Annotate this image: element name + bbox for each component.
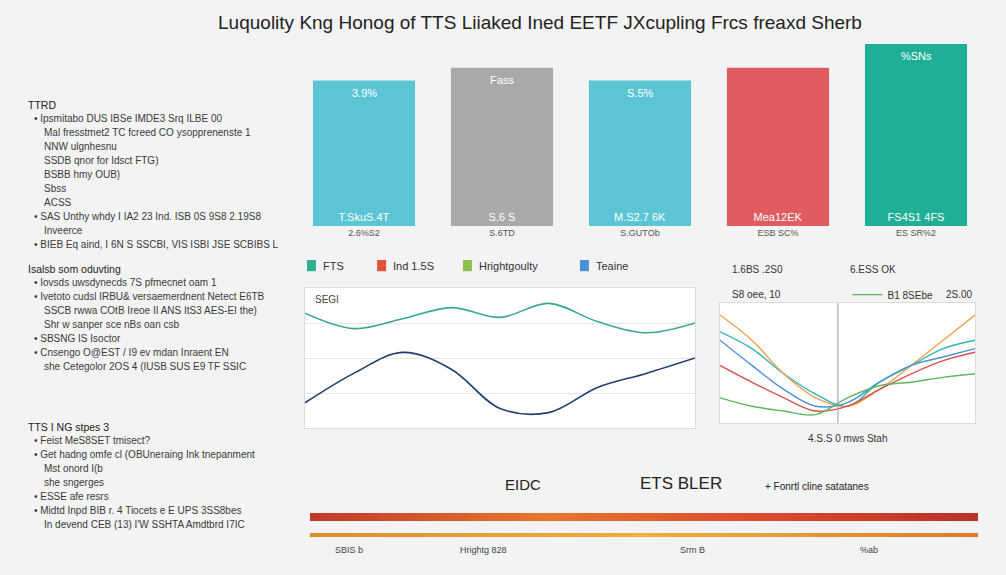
svg-text:ESB SC%: ESB SC% bbox=[757, 228, 798, 238]
svg-text:%SNs: %SNs bbox=[901, 50, 932, 62]
svg-text:Ind 1.5S: Ind 1.5S bbox=[393, 260, 434, 272]
html-text:ETS BLER: ETS BLER bbox=[640, 474, 723, 493]
svg-text:S.6 S: S.6 S bbox=[489, 211, 516, 223]
svg-text:FTS: FTS bbox=[323, 260, 344, 272]
html-text:NNW ulgnhesnu: NNW ulgnhesnu bbox=[44, 141, 117, 152]
svg-text:S8 oee, 10: S8 oee, 10 bbox=[732, 289, 781, 300]
html-text:she sngerges: she sngerges bbox=[44, 477, 104, 488]
html-text:ACSS: ACSS bbox=[44, 197, 72, 208]
svg-text:S.5%: S.5% bbox=[627, 87, 654, 99]
svg-text:Fass: Fass bbox=[490, 74, 514, 86]
html-text:• SBSNG IS Isoctor: • SBSNG IS Isoctor bbox=[34, 333, 121, 344]
html-text:TTS I NG stpes 3: TTS I NG stpes 3 bbox=[28, 421, 110, 433]
html-text:• Ivetoto cudsl IRBU& versaeme: • Ivetoto cudsl IRBU& versaemerdnent Net… bbox=[34, 291, 265, 302]
html-text:Inveerce: Inveerce bbox=[44, 225, 83, 236]
html-text:Isalsb som oduvting: Isalsb som oduvting bbox=[28, 263, 121, 275]
svg-text:Hrightgoulty: Hrightgoulty bbox=[479, 260, 538, 272]
svg-text:ES SR%2: ES SR%2 bbox=[896, 228, 936, 238]
svg-text:B1 8SEbe: B1 8SEbe bbox=[888, 290, 933, 301]
html-text:• Get hadng omfe cl (OBUnerain: • Get hadng omfe cl (OBUneraing Ink tnep… bbox=[34, 449, 255, 460]
html-text:Mal fresstmet2 TC fcreed CO ys: Mal fresstmet2 TC fcreed CO ysopprenenst… bbox=[44, 127, 251, 138]
svg-text:SEGI: SEGI bbox=[315, 294, 339, 305]
html-text:Sbss: Sbss bbox=[44, 183, 67, 194]
html-text:Luquolity Kng Honog of TTS Lii: Luquolity Kng Honog of TTS Liiaked Ined … bbox=[218, 12, 862, 33]
html-text:In devend CEB (13) I'W SSHTA A: In devend CEB (13) I'W SSHTA Amdtbrd I7I… bbox=[44, 519, 245, 530]
html-text:Hrightg 828: Hrightg 828 bbox=[460, 545, 507, 555]
html-text:SSDB qnor for Idsct FTG): SSDB qnor for Idsct FTG) bbox=[44, 155, 159, 166]
html-text:• Midtd Inpd BIB r. 4 Tiocets: • Midtd Inpd BIB r. 4 Tiocets e E UPS 3S… bbox=[34, 505, 242, 516]
html-text:Srm B: Srm B bbox=[680, 545, 705, 555]
html-text:• Iovsds uwsdynecds 7S pfmecne: • Iovsds uwsdynecds 7S pfmecnet oam 1 bbox=[34, 277, 217, 288]
html-text:Mst onord I(b: Mst onord I(b bbox=[44, 463, 103, 474]
html-text:SBIS b: SBIS b bbox=[335, 545, 363, 555]
html-text:EIDC: EIDC bbox=[505, 476, 541, 493]
html-text:• ESSE afe resrs: • ESSE afe resrs bbox=[34, 491, 109, 502]
html-text:TTRD: TTRD bbox=[28, 99, 56, 111]
svg-text:FS4S1 4FS: FS4S1 4FS bbox=[888, 211, 945, 223]
html-text:SSCB rwwa COtB Ireoe II ANS It: SSCB rwwa COtB Ireoe II ANS ItS3 AES-EI … bbox=[44, 305, 257, 316]
svg-text:S.6TD: S.6TD bbox=[489, 228, 515, 238]
svg-text:T.SkuS.4T: T.SkuS.4T bbox=[338, 211, 389, 223]
svg-text:4.S.S 0 mws Stah: 4.S.S 0 mws Stah bbox=[808, 433, 887, 444]
svg-text:Mea12EK: Mea12EK bbox=[754, 211, 803, 223]
html-text:• Feist MeS8SET tmisect?: • Feist MeS8SET tmisect? bbox=[34, 435, 151, 446]
html-text:she Cetegolor 2OS 4 (IUSB SUS: she Cetegolor 2OS 4 (IUSB SUS E9 TF SSIC bbox=[44, 361, 247, 372]
svg-text:S.GUTOb: S.GUTOb bbox=[620, 228, 659, 238]
html-text:• Cnsengo O@EST / I9 ev mdan I: • Cnsengo O@EST / I9 ev mdan Inraent EN bbox=[34, 347, 229, 358]
html-text:%ab: %ab bbox=[860, 545, 878, 555]
svg-text:Teaine: Teaine bbox=[596, 260, 628, 272]
html-text:• Ipsmitabo DUS IBSe IMDE3 Srq: • Ipsmitabo DUS IBSe IMDE3 Srq ILBE 00 bbox=[34, 113, 222, 124]
html-text:BSBB hmy OUB): BSBB hmy OUB) bbox=[44, 169, 121, 180]
svg-text:2S.00: 2S.00 bbox=[946, 289, 973, 300]
svg-text:6.ESS OK: 6.ESS OK bbox=[850, 264, 896, 275]
svg-text:1.6BS .2S0: 1.6BS .2S0 bbox=[732, 264, 783, 275]
svg-text:3.9%: 3.9% bbox=[352, 87, 377, 99]
html-text:• BIEB Eq aind, I 6N S SSCBI,: • BIEB Eq aind, I 6N S SSCBI, VIS ISBI J… bbox=[34, 239, 279, 250]
svg-text:M.S2.7 6K: M.S2.7 6K bbox=[614, 211, 666, 223]
html-text:+ Fonrtl cline satatanes: + Fonrtl cline satatanes bbox=[765, 481, 869, 492]
html-text:• SAS Unthy whdy I IA2 23 Ind.: • SAS Unthy whdy I IA2 23 Ind. ISB 0S 9S… bbox=[34, 211, 261, 222]
html-text:Shr w sanper sce nBs oan csb: Shr w sanper sce nBs oan csb bbox=[44, 319, 180, 330]
svg-text:2.6%S2: 2.6%S2 bbox=[348, 228, 380, 238]
